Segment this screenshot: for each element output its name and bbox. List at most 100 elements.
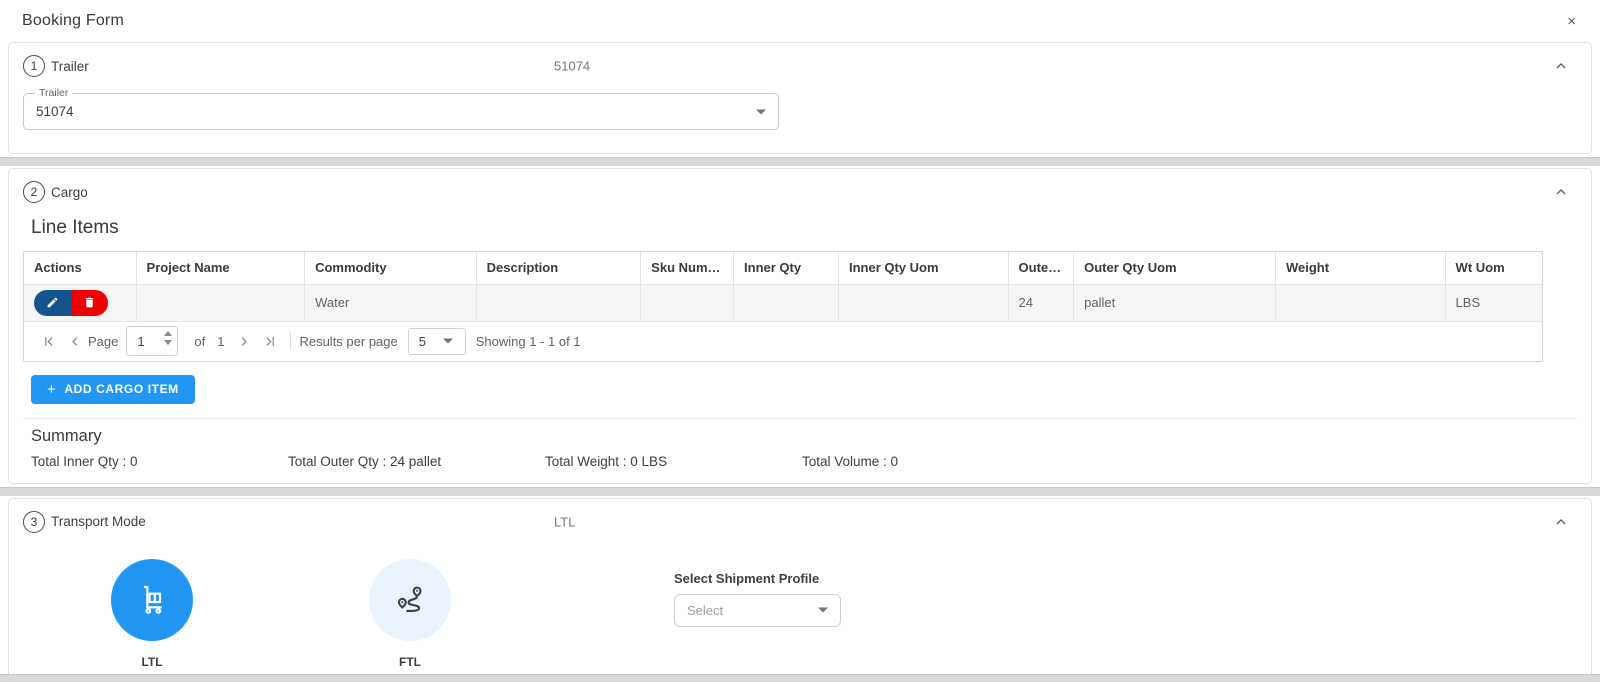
column-header-description: Description [476, 252, 642, 285]
total-outer-qty: Total Outer Qty : 24 pallet [288, 453, 442, 469]
page-number-input[interactable]: 1 [126, 326, 179, 356]
chevron-down-icon [818, 607, 828, 613]
cargo-section-title: Cargo [51, 184, 88, 200]
stepper-up-icon[interactable] [164, 331, 173, 336]
last-page-button[interactable] [256, 328, 282, 354]
trailer-section-header[interactable]: 1 Trailer 51074 [9, 43, 1591, 89]
table-header-row: Actions Project Name Commodity Descripti… [24, 252, 1542, 285]
cell-description [476, 284, 642, 322]
add-cargo-item-label: ADD CARGO ITEM [64, 382, 179, 396]
delete-row-button[interactable] [71, 289, 108, 316]
pencil-icon [47, 297, 58, 308]
trash-icon [85, 297, 94, 308]
section-cargo: 2 Cargo Line Items Actions Project Name [8, 168, 1592, 484]
line-items-heading: Line Items [31, 217, 119, 238]
column-header-commodity: Commodity [304, 252, 477, 285]
last-page-icon [266, 336, 274, 346]
cell-commodity: Water [304, 284, 477, 322]
trailer-select-value: 51074 [36, 104, 74, 119]
trailer-select-label: Trailer [35, 87, 73, 99]
route-icon [397, 585, 422, 612]
table-row: Water 24 pallet LBS [24, 284, 1542, 322]
section-transport-mode: 3 Transport Mode LTL LTL [8, 497, 1592, 680]
cell-outer-qty: 24 [1008, 284, 1075, 322]
line-items-table: Actions Project Name Commodity Descripti… [23, 251, 1543, 362]
cell-weight [1275, 284, 1446, 322]
add-cargo-item-button[interactable]: + ADD CARGO ITEM [31, 374, 195, 404]
cargo-summary: Summary Total Inner Qty : 0 Total Outer … [23, 417, 1577, 471]
hand-truck-icon [144, 585, 162, 614]
cell-inner-qty-uom [838, 284, 1009, 322]
chevron-right-icon [241, 336, 247, 346]
ltl-mode-label: LTL [141, 654, 163, 669]
cell-wt-uom: LBS [1445, 284, 1542, 322]
titlebar: Booking Form × [0, 0, 1600, 42]
prev-page-button[interactable] [62, 328, 88, 354]
shipment-profile-group: Select Shipment Profile Select [674, 559, 841, 669]
chevron-down-icon [756, 109, 766, 114]
trailer-select[interactable]: Trailer 51074 [23, 87, 779, 130]
cargo-section-header[interactable]: 2 Cargo [9, 169, 1591, 215]
cell-outer-qty-uom: pallet [1073, 284, 1276, 322]
column-header-actions: Actions [24, 252, 137, 285]
trailer-collapse-button[interactable] [1549, 54, 1573, 78]
column-header-weight: Weight [1275, 252, 1446, 285]
trailer-summary-value: 51074 [554, 58, 591, 74]
column-header-inner-qty-uom: Inner Qty Uom [838, 252, 1009, 285]
step-badge-2: 2 [23, 181, 45, 203]
page-title: Booking Form [22, 12, 124, 29]
of-label: of [194, 333, 206, 349]
first-page-button[interactable] [36, 328, 62, 354]
section-divider [0, 486, 1600, 496]
page-number-value: 1 [137, 333, 145, 349]
shipment-profile-select[interactable]: Select [674, 593, 841, 627]
transport-body: LTL FTL Select Shipment Profile [9, 545, 1591, 669]
chevron-up-icon [1556, 63, 1566, 69]
summary-heading: Summary [31, 426, 102, 445]
column-header-outer-qty: Outer Qty [1008, 252, 1075, 285]
cell-inner-qty [733, 284, 839, 322]
results-per-page-select[interactable]: 5 [407, 327, 466, 355]
column-header-outer-qty-uom: Outer Qty Uom [1073, 252, 1276, 285]
column-header-sku-number: Sku Number... [640, 252, 735, 285]
chevron-up-icon [1556, 518, 1566, 524]
showing-results-text: Showing 1 - 1 of 1 [475, 333, 581, 349]
ftl-mode-button[interactable] [369, 558, 451, 641]
table-paginator: Page 1 of 1 [24, 321, 1542, 361]
cargo-body: Line Items Actions Project Name Commodit… [9, 217, 1591, 483]
edit-row-button[interactable] [34, 289, 71, 316]
shipment-profile-placeholder: Select [687, 602, 724, 618]
shipment-profile-label: Select Shipment Profile [674, 570, 820, 586]
page-label: Page [88, 333, 119, 349]
transport-summary-value: LTL [554, 514, 576, 529]
stepper-down-icon[interactable] [164, 340, 173, 345]
cell-project-name [136, 284, 306, 322]
column-header-project-name: Project Name [136, 252, 306, 285]
cell-actions [24, 284, 137, 322]
close-icon[interactable]: × [1567, 12, 1576, 30]
mode-option-ltl: LTL [23, 558, 281, 669]
step-badge-1: 1 [23, 55, 45, 77]
transport-collapse-button[interactable] [1549, 510, 1573, 534]
transport-section-title: Transport Mode [51, 514, 146, 529]
paginator-divider [290, 332, 292, 350]
trailer-body: Trailer 51074 [9, 87, 1591, 130]
ltl-mode-button[interactable] [111, 558, 193, 641]
column-header-wt-uom: Wt Uom [1445, 252, 1542, 285]
results-per-page-label: Results per page [299, 333, 398, 349]
section-trailer: 1 Trailer 51074 Trailer 51074 [8, 42, 1592, 154]
total-inner-qty: Total Inner Qty : 0 [31, 453, 138, 469]
total-volume: Total Volume : 0 [802, 453, 899, 469]
cargo-collapse-button[interactable] [1549, 180, 1573, 204]
transport-section-header[interactable]: 3 Transport Mode LTL [9, 499, 1591, 545]
column-header-inner-qty: Inner Qty [733, 252, 839, 285]
chevron-up-icon [1556, 189, 1566, 195]
cell-sku-number [640, 284, 735, 322]
first-page-icon [44, 336, 52, 346]
bottom-divider [0, 674, 1600, 682]
chevron-down-icon [442, 338, 453, 344]
mode-option-ftl: FTL [281, 558, 539, 669]
ftl-mode-label: FTL [399, 654, 421, 669]
next-page-button[interactable] [230, 328, 256, 354]
